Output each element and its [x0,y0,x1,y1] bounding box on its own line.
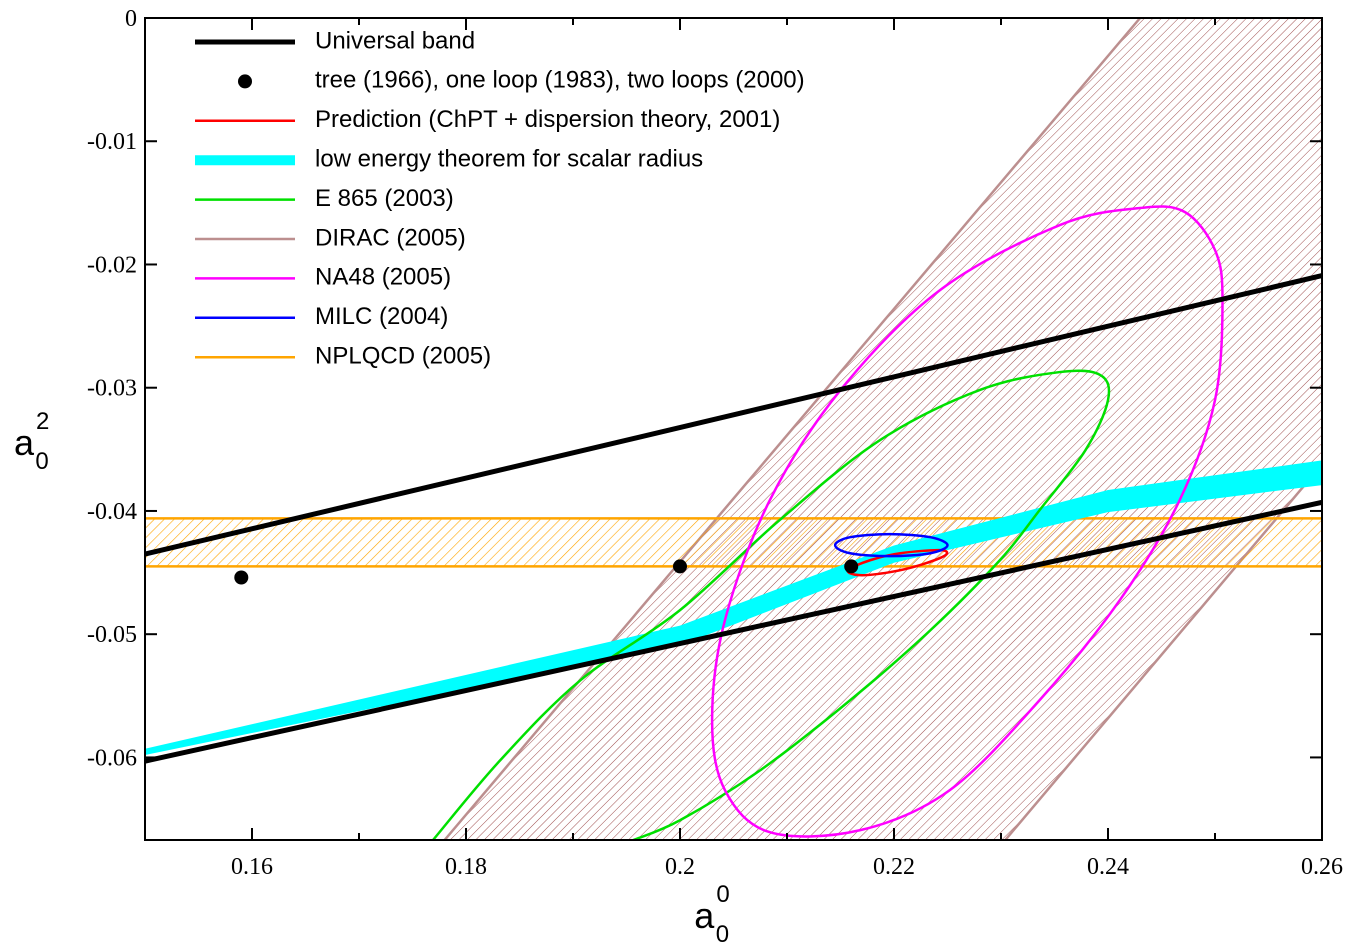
universal-band-edge [145,273,1322,557]
ellipse-curve [833,532,949,558]
y-tick-label: -0.02 [87,252,137,278]
nplqcd-band [145,518,1322,567]
y-tick-label: -0.03 [87,376,137,402]
y-label-base: a [14,422,35,463]
x-tick-label: 0.18 [445,854,487,880]
y-tick-label: 0 [125,6,137,32]
x-axis-label: a0 0 [694,881,729,948]
x-label-sub: 0 [716,921,729,948]
point [234,570,249,585]
legend-label: E 865 (2003) [315,185,454,212]
x-label-base: a [694,895,715,936]
y-axis-label: a2 0 [14,408,49,475]
legend-label: NPLQCD (2005) [315,343,491,370]
universal-band-edge [145,499,1322,764]
y-tick-label: -0.01 [87,129,137,155]
legend-label: Prediction (ChPT + dispersion theory, 20… [315,106,780,133]
legend-marker [238,74,252,89]
dirac-edge [443,18,1142,840]
scalar-radius-band [145,460,1322,755]
x-tick-label: 0.26 [1301,854,1343,880]
x-label-sup: 0 [716,881,729,908]
y-tick-label: -0.04 [87,499,137,525]
legend-label: MILC (2004) [315,303,448,330]
axes: 0.16 0.18 0.2 0.22 0.24 0.26 0 -0.01 -0.02 -0.03 -… [87,6,1343,880]
x-tick-label: 0.22 [873,854,915,880]
legend-label: tree (1966), one loop (1983), two loops … [315,67,805,94]
plot-area [145,18,1322,840]
frame [144,17,1323,841]
point [673,559,687,574]
point [844,559,859,574]
x-tick-label: 0.24 [1087,854,1129,880]
legend: Universal band tree (1966), one loop (198… [195,27,805,370]
y-tick-label: -0.06 [87,745,137,771]
x-tick-label: 0.16 [231,854,273,880]
y-label-sup: 2 [36,408,49,435]
legend-label: NA48 (2005) [315,264,451,291]
legend-label: low energy theorem for scalar radius [315,146,703,173]
y-tick-label: -0.05 [87,622,137,648]
legend-label: DIRAC (2005) [315,224,466,251]
x-tick-label: 0.2 [665,854,695,880]
contour-curve [431,369,1111,840]
ellipse-curve [846,548,949,577]
ellipse-curve [710,205,1224,838]
dirac-edge [1004,462,1322,840]
legend-label: Universal band [315,27,475,54]
y-label-sub: 0 [35,448,48,475]
